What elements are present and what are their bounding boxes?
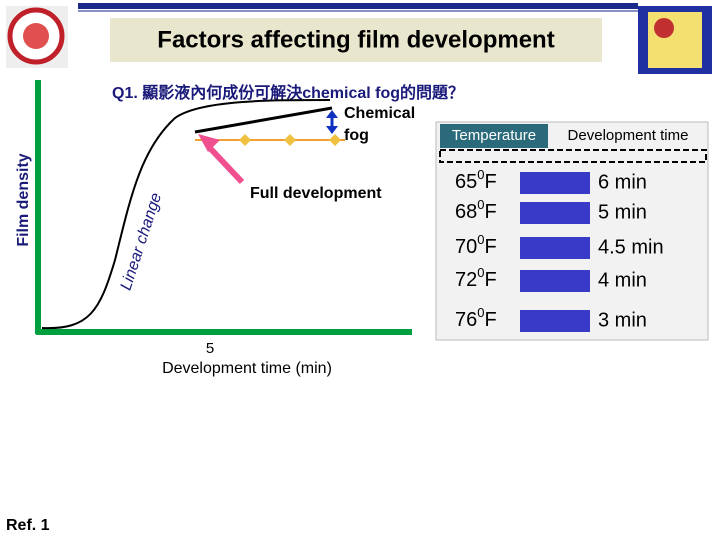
temperature-unit: F <box>484 309 496 331</box>
title-box <box>110 18 602 62</box>
temperature-unit: F <box>484 171 496 193</box>
degree-sup: 0 <box>477 232 484 247</box>
footer: Ref. 1 <box>6 517 50 534</box>
table: Temperature Development time 650F 6 min68… <box>435 121 709 341</box>
fog-label: Chemical <box>344 105 415 122</box>
development-time: 3 min <box>598 309 647 331</box>
temperature-value: 65 <box>455 171 477 193</box>
bar <box>520 270 590 292</box>
temperature-value: 70 <box>455 236 477 258</box>
temperature-value: 72 <box>455 269 477 291</box>
header-label: Temperature <box>452 127 536 144</box>
development-time: 4 min <box>598 269 647 291</box>
degree-sup: 0 <box>477 305 484 320</box>
right-logo <box>638 6 712 74</box>
temperature: 720F <box>455 265 497 291</box>
bar <box>520 172 590 194</box>
logo-panel <box>648 12 702 68</box>
header-label: Development time <box>568 127 689 144</box>
header-cell <box>440 124 548 148</box>
bar <box>520 310 590 332</box>
temperature-value: 76 <box>455 309 477 331</box>
divider-row <box>439 149 707 163</box>
temperature-unit: F <box>484 236 496 258</box>
bar <box>520 237 590 259</box>
fog-line <box>194 106 333 134</box>
top-bar <box>78 3 638 9</box>
temperature: 650F <box>455 167 497 193</box>
temperature-unit: F <box>484 201 496 223</box>
question: Q1. 顯影液內何成份可解決chemical fog的問題？ <box>112 83 464 102</box>
fog-arrow-heads <box>326 110 338 134</box>
temperature: 680F <box>455 197 497 223</box>
logo-center <box>23 23 49 49</box>
x-tick-label: 5 <box>206 340 214 357</box>
title: Factors affecting film development <box>157 26 554 53</box>
temperature: 700F <box>455 232 497 258</box>
logo-emblem <box>654 18 674 38</box>
top-bar-shadow <box>78 10 638 12</box>
development-time: 4.5 min <box>598 236 664 258</box>
temperature-unit: F <box>484 269 496 291</box>
temperature-value: 68 <box>455 201 477 223</box>
degree-sup: 0 <box>477 265 484 280</box>
diamond-markers <box>239 134 341 146</box>
y-axis-label: Film density <box>15 153 32 246</box>
x-axis-label: Development time (min) <box>162 360 332 377</box>
full-development-label: Full development <box>250 185 382 202</box>
degree-sup: 0 <box>477 197 484 212</box>
left-logo <box>6 6 68 68</box>
temperature: 760F <box>455 305 497 331</box>
diagram: Chemical fog Full development Linear cha… <box>15 80 415 377</box>
development-time: 6 min <box>598 171 647 193</box>
table-background <box>435 121 709 341</box>
pink-arrow-head <box>198 134 220 152</box>
degree-sup: 0 <box>477 167 484 182</box>
curve <box>41 99 331 330</box>
development-time: 5 min <box>598 201 647 223</box>
bar <box>520 202 590 224</box>
pink-arrow <box>205 143 245 185</box>
fog-label: fog <box>344 127 369 144</box>
